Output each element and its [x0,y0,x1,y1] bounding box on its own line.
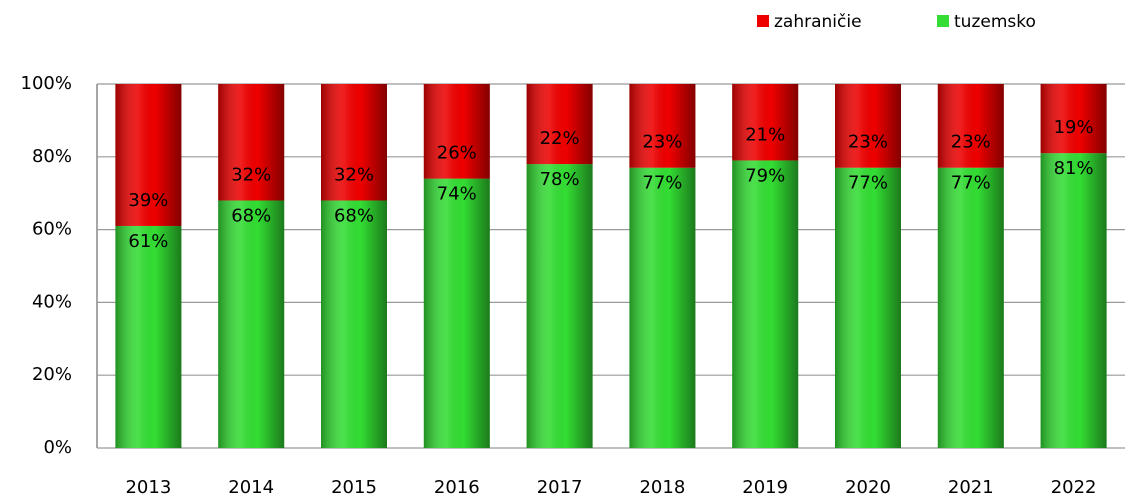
legend-swatch [937,15,949,27]
data-label: 68% [334,205,374,226]
y-tick-label: 0% [43,437,72,458]
data-label: 77% [642,173,682,194]
bar-shade [1040,84,1107,154]
bar-shade [115,225,182,448]
bar-shade [321,200,387,448]
bar-shade [732,84,799,161]
bar-shade [526,84,593,165]
data-label: 78% [540,169,580,190]
data-label: 81% [1054,158,1094,179]
data-label: 77% [951,173,991,194]
y-tick-label: 40% [32,291,72,312]
bar-shade [835,167,901,448]
x-tick-label: 2018 [639,477,685,498]
legend-label: zahraničie [774,12,862,32]
x-tick-label: 2017 [537,477,583,498]
data-label: 39% [128,190,168,211]
data-label: 23% [951,132,991,153]
data-label: 32% [231,164,271,185]
data-label: 32% [334,164,374,185]
x-tick-label: 2020 [845,477,891,498]
bar-shade [423,84,490,179]
data-label: 22% [540,128,580,149]
data-label: 26% [437,143,477,164]
data-label: 68% [231,205,271,226]
bar-shade [937,167,1004,448]
data-label: 21% [745,124,785,145]
x-tick-label: 2015 [331,477,377,498]
x-tick-label: 2016 [434,477,480,498]
data-label: 61% [128,231,168,252]
data-label: 23% [848,132,888,153]
bar-shade [423,178,490,448]
y-tick-label: 60% [32,219,72,240]
bar-shade [526,164,593,448]
bar-shade [321,84,387,201]
data-label: 23% [642,132,682,153]
data-label: 77% [848,173,888,194]
bar-shade [629,167,696,448]
data-label: 79% [745,165,785,186]
bar-shade [218,200,285,448]
data-label: 74% [437,184,477,205]
x-tick-label: 2019 [742,477,788,498]
y-tick-label: 80% [32,146,72,167]
y-tick-label: 20% [32,364,72,385]
bar-shade [218,84,285,201]
legend: zahraničie tuzemsko [757,12,1036,32]
legend-swatch [757,15,769,27]
bar-shade [115,84,182,226]
data-label: 19% [1054,117,1094,138]
x-tick-label: 2022 [1051,477,1097,498]
y-tick-label: 100% [21,73,72,94]
legend-label: tuzemsko [954,12,1036,32]
bar-shade [629,84,696,168]
bar-shade [937,84,1004,168]
x-tick-label: 2014 [228,477,274,498]
bar-shade [835,84,901,168]
bar-shade [732,160,799,448]
x-tick-label: 2013 [125,477,171,498]
x-tick-label: 2021 [948,477,994,498]
bar-shade [1040,153,1107,448]
